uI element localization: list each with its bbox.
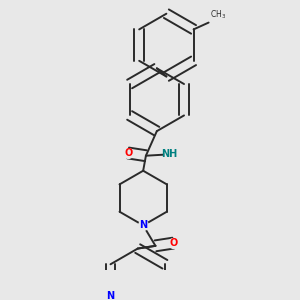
Text: N: N: [106, 291, 115, 300]
Text: CH$_3$: CH$_3$: [210, 9, 226, 21]
Text: N: N: [139, 220, 147, 230]
Text: NH: NH: [161, 149, 177, 159]
Text: O: O: [169, 238, 177, 248]
Text: O: O: [124, 148, 132, 158]
